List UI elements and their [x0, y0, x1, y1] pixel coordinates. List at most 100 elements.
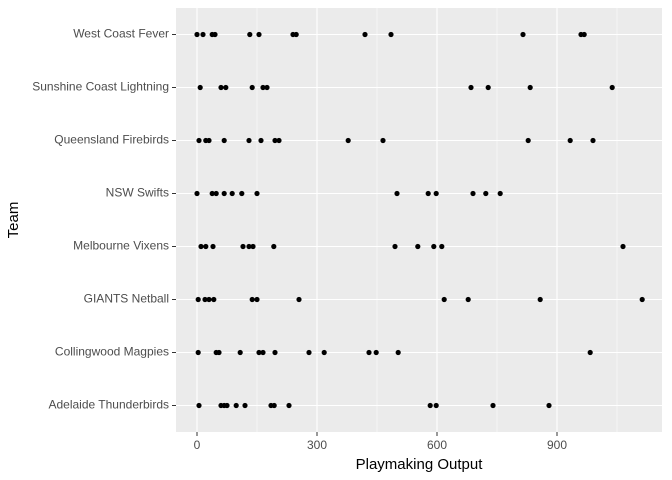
point — [223, 84, 229, 91]
point — [439, 243, 445, 250]
point — [590, 137, 596, 144]
point — [249, 84, 255, 91]
point — [254, 190, 260, 197]
point — [272, 137, 278, 144]
point — [520, 31, 526, 38]
point — [433, 190, 439, 197]
point — [490, 402, 496, 409]
point — [256, 349, 262, 356]
point — [233, 402, 239, 409]
point — [321, 349, 327, 356]
point — [609, 84, 615, 91]
point — [425, 190, 431, 197]
point — [242, 402, 248, 409]
point — [260, 84, 266, 91]
point — [195, 349, 201, 356]
point — [221, 190, 227, 197]
point — [240, 243, 246, 250]
point — [260, 349, 266, 356]
point — [427, 402, 433, 409]
y-tick-label: GIANTS Netball — [84, 292, 169, 306]
y-tick-label: Adelaide Thunderbirds — [48, 398, 169, 412]
point — [366, 349, 372, 356]
point — [213, 190, 219, 197]
point — [250, 243, 256, 250]
point — [546, 402, 552, 409]
point — [206, 137, 212, 144]
point — [206, 296, 212, 303]
point — [271, 402, 277, 409]
x-axis-title: Playmaking Output — [356, 456, 484, 473]
point — [433, 402, 439, 409]
point — [209, 190, 215, 197]
point — [194, 31, 200, 38]
point — [395, 349, 401, 356]
point — [380, 137, 386, 144]
point — [276, 137, 282, 144]
point — [497, 190, 503, 197]
point — [194, 190, 200, 197]
point — [293, 31, 299, 38]
point — [249, 296, 255, 303]
point — [202, 296, 208, 303]
point — [212, 31, 218, 38]
point — [239, 190, 245, 197]
point — [237, 349, 243, 356]
point — [221, 137, 227, 144]
point — [306, 349, 312, 356]
y-tick-label: Sunshine Coast Lightning — [32, 80, 169, 94]
point — [216, 349, 222, 356]
x-tick-label: 300 — [307, 438, 327, 452]
point — [246, 243, 252, 250]
point — [203, 243, 209, 250]
point — [527, 84, 533, 91]
point — [587, 349, 593, 356]
point — [218, 84, 224, 91]
point — [264, 84, 270, 91]
x-tick-label: 0 — [194, 438, 201, 452]
point — [271, 243, 277, 250]
y-tick-label: Melbourne Vixens — [73, 239, 169, 253]
point — [296, 296, 302, 303]
point — [247, 31, 253, 38]
x-tick-label: 900 — [547, 438, 567, 452]
panel — [176, 8, 662, 432]
point — [345, 137, 351, 144]
y-axis-title: Team — [5, 202, 22, 239]
point — [373, 349, 379, 356]
y-tick-label: Collingwood Magpies — [55, 345, 169, 359]
point — [246, 137, 252, 144]
point — [196, 137, 202, 144]
point — [362, 31, 368, 38]
point — [254, 296, 260, 303]
point — [195, 296, 201, 303]
point — [198, 243, 204, 250]
point — [465, 296, 471, 303]
point — [483, 190, 489, 197]
point — [211, 296, 217, 303]
point — [256, 31, 262, 38]
y-tick-label: NSW Swifts — [106, 186, 169, 200]
point — [485, 84, 491, 91]
y-tick-label: Queensland Firebirds — [54, 133, 169, 147]
y-tick-label: West Coast Fever — [73, 27, 169, 41]
point — [639, 296, 645, 303]
point — [537, 296, 543, 303]
point — [525, 137, 531, 144]
point — [224, 402, 230, 409]
point — [581, 31, 587, 38]
point — [392, 243, 398, 250]
point — [196, 402, 202, 409]
point — [431, 243, 437, 250]
point — [272, 349, 278, 356]
point — [286, 402, 292, 409]
point — [200, 31, 206, 38]
point — [415, 243, 421, 250]
point — [388, 31, 394, 38]
point — [197, 84, 203, 91]
point — [258, 137, 264, 144]
point — [441, 296, 447, 303]
x-tick-label: 600 — [427, 438, 447, 452]
point — [620, 243, 626, 250]
